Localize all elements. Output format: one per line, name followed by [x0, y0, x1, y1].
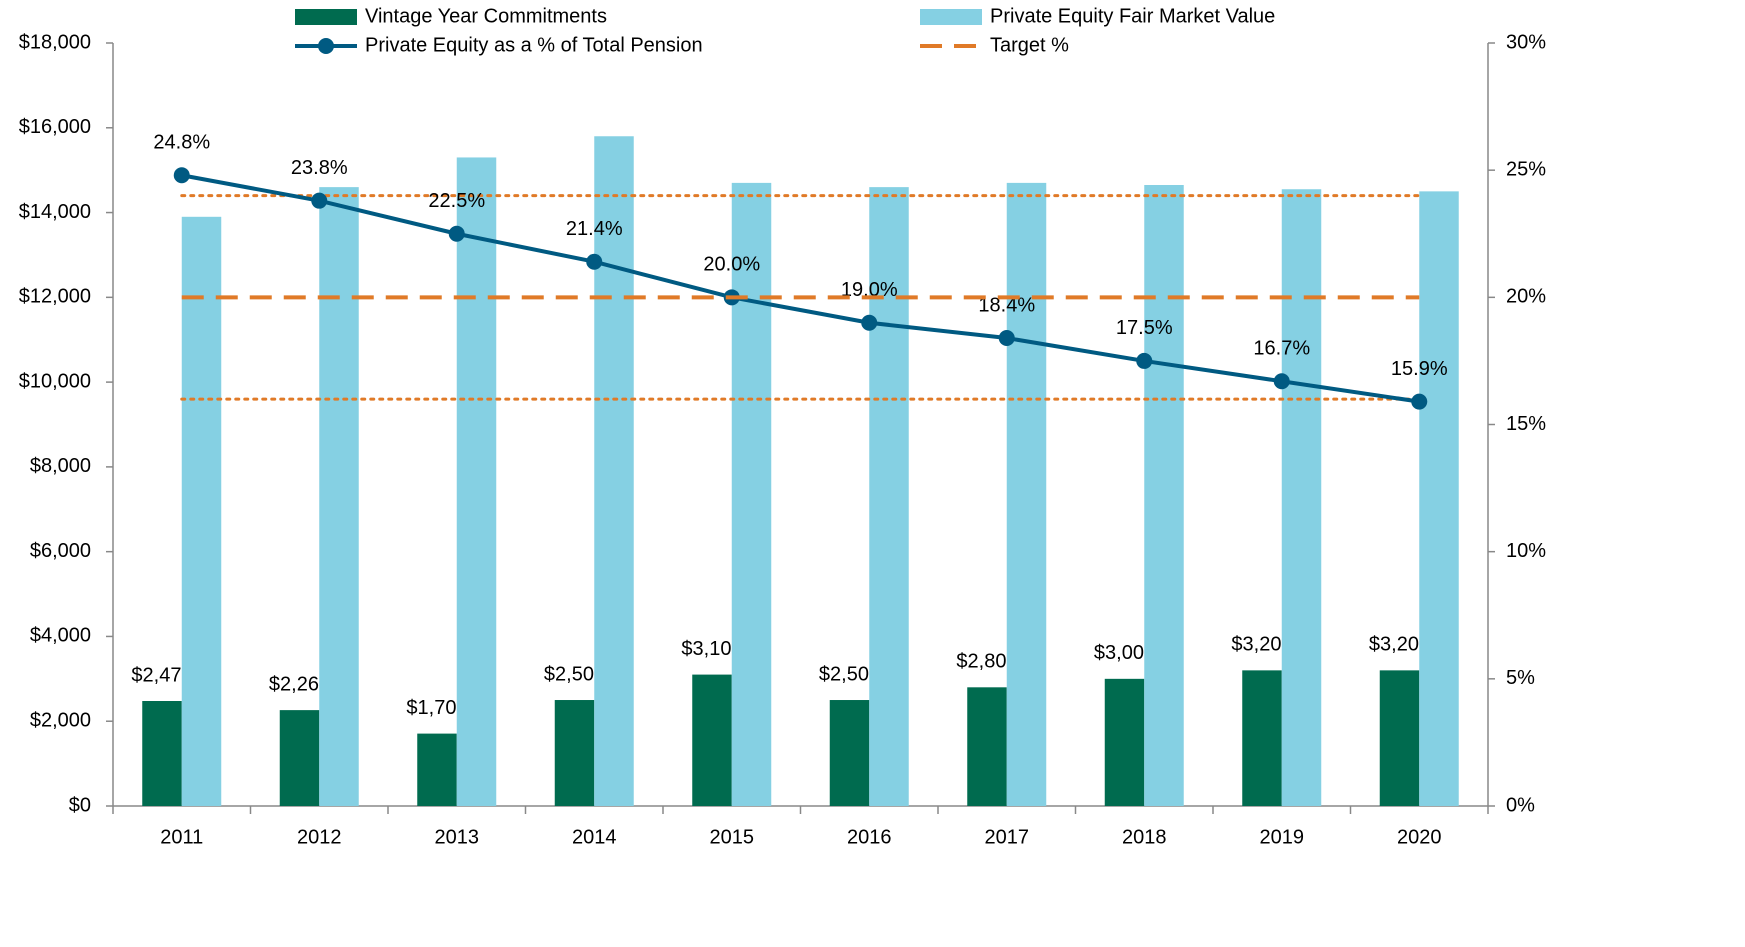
legend-label: Target %: [990, 34, 1069, 56]
line-value-label: 23.8%: [291, 157, 348, 179]
bar-value-label: $3,100: [681, 638, 742, 660]
y2-tick-label: 0%: [1506, 794, 1535, 816]
bar: [829, 700, 870, 806]
bar: [1379, 670, 1420, 806]
bar: [967, 687, 1007, 806]
y2-tick-label: 25%: [1506, 158, 1546, 180]
bar-value-label: $2,477: [131, 664, 192, 686]
bar: [319, 187, 359, 807]
y-tick-label: $6,000: [30, 540, 91, 562]
bar: [142, 701, 182, 806]
y2-tick-label: 5%: [1506, 667, 1535, 689]
bar-value-label: $2,800: [956, 651, 1017, 673]
bar: [1419, 191, 1459, 807]
legend-swatch: [920, 9, 982, 25]
legend-marker: [318, 38, 334, 54]
line-value-label: 24.8%: [153, 132, 210, 154]
y-tick-label: $12,000: [19, 286, 91, 308]
line-value-label: 21.4%: [566, 218, 623, 240]
line-marker: [998, 330, 1015, 347]
y-tick-label: $14,000: [19, 201, 91, 223]
legend-swatch: [295, 9, 357, 25]
y-tick-label: $16,000: [19, 116, 91, 138]
bar: [1104, 678, 1145, 806]
bar-value-label: $3,000: [1094, 642, 1155, 664]
x-tick-label: 2014: [572, 826, 617, 848]
x-tick-label: 2015: [710, 826, 755, 848]
bar: [554, 700, 595, 806]
line-value-label: 20.0%: [703, 254, 760, 276]
x-tick-label: 2020: [1397, 826, 1442, 848]
y2-tick-label: 15%: [1506, 413, 1546, 435]
y-tick-label: $18,000: [19, 31, 91, 53]
legend-label: Private Equity Fair Market Value: [990, 5, 1275, 27]
bar: [1144, 185, 1184, 806]
bar: [456, 157, 497, 806]
bar: [594, 136, 634, 806]
bar: [1006, 182, 1047, 807]
line-marker: [1136, 352, 1153, 369]
bar: [692, 674, 732, 806]
bar-value-label: $2,500: [544, 663, 605, 685]
bar: [731, 182, 772, 807]
x-tick-label: 2012: [297, 826, 342, 848]
line-value-label: 16.7%: [1253, 338, 1310, 360]
bar-value-label: $2,500: [819, 663, 880, 685]
legend-label: Vintage Year Commitments: [365, 5, 607, 27]
x-tick-label: 2019: [1260, 826, 1305, 848]
y2-tick-label: 30%: [1506, 31, 1546, 53]
bar: [417, 733, 457, 806]
y-tick-label: $10,000: [19, 370, 91, 392]
bar-value-label: $3,200: [1369, 634, 1430, 656]
line-value-label: 15.9%: [1391, 358, 1448, 380]
x-tick-label: 2017: [985, 826, 1030, 848]
line-value-label: 18.4%: [978, 294, 1035, 316]
x-tick-label: 2011: [160, 826, 203, 848]
y-tick-label: $8,000: [30, 455, 91, 477]
x-tick-label: 2018: [1122, 826, 1167, 848]
bar: [1242, 670, 1282, 806]
bar-value-label: $3,200: [1231, 634, 1292, 656]
bar: [1281, 189, 1322, 806]
line-marker: [173, 167, 190, 184]
line-marker: [586, 253, 603, 270]
line-marker: [861, 314, 878, 331]
line-marker: [1273, 373, 1290, 390]
bar: [869, 187, 909, 807]
x-tick-label: 2016: [847, 826, 892, 848]
bar: [181, 216, 222, 807]
bar: [279, 710, 320, 806]
legend-label: Private Equity as a % of Total Pension: [365, 34, 703, 56]
y-tick-label: $0: [69, 794, 91, 816]
bar-value-label: $1,708: [406, 697, 467, 719]
y-tick-label: $4,000: [30, 625, 91, 647]
line-series: [181, 173, 1420, 404]
bar-value-label: $2,262: [269, 673, 330, 695]
y2-tick-label: 20%: [1506, 286, 1546, 308]
line-marker: [1411, 393, 1428, 410]
y2-tick-label: 10%: [1506, 540, 1546, 562]
line-value-label: 17.5%: [1116, 317, 1173, 339]
x-tick-label: 2013: [435, 826, 480, 848]
line-marker: [448, 225, 465, 242]
line-value-label: 22.5%: [428, 190, 485, 212]
line-marker: [311, 192, 328, 209]
y-tick-label: $2,000: [30, 710, 91, 732]
